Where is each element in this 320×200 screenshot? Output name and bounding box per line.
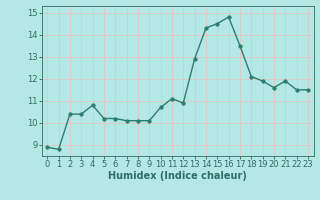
X-axis label: Humidex (Indice chaleur): Humidex (Indice chaleur) [108,171,247,181]
